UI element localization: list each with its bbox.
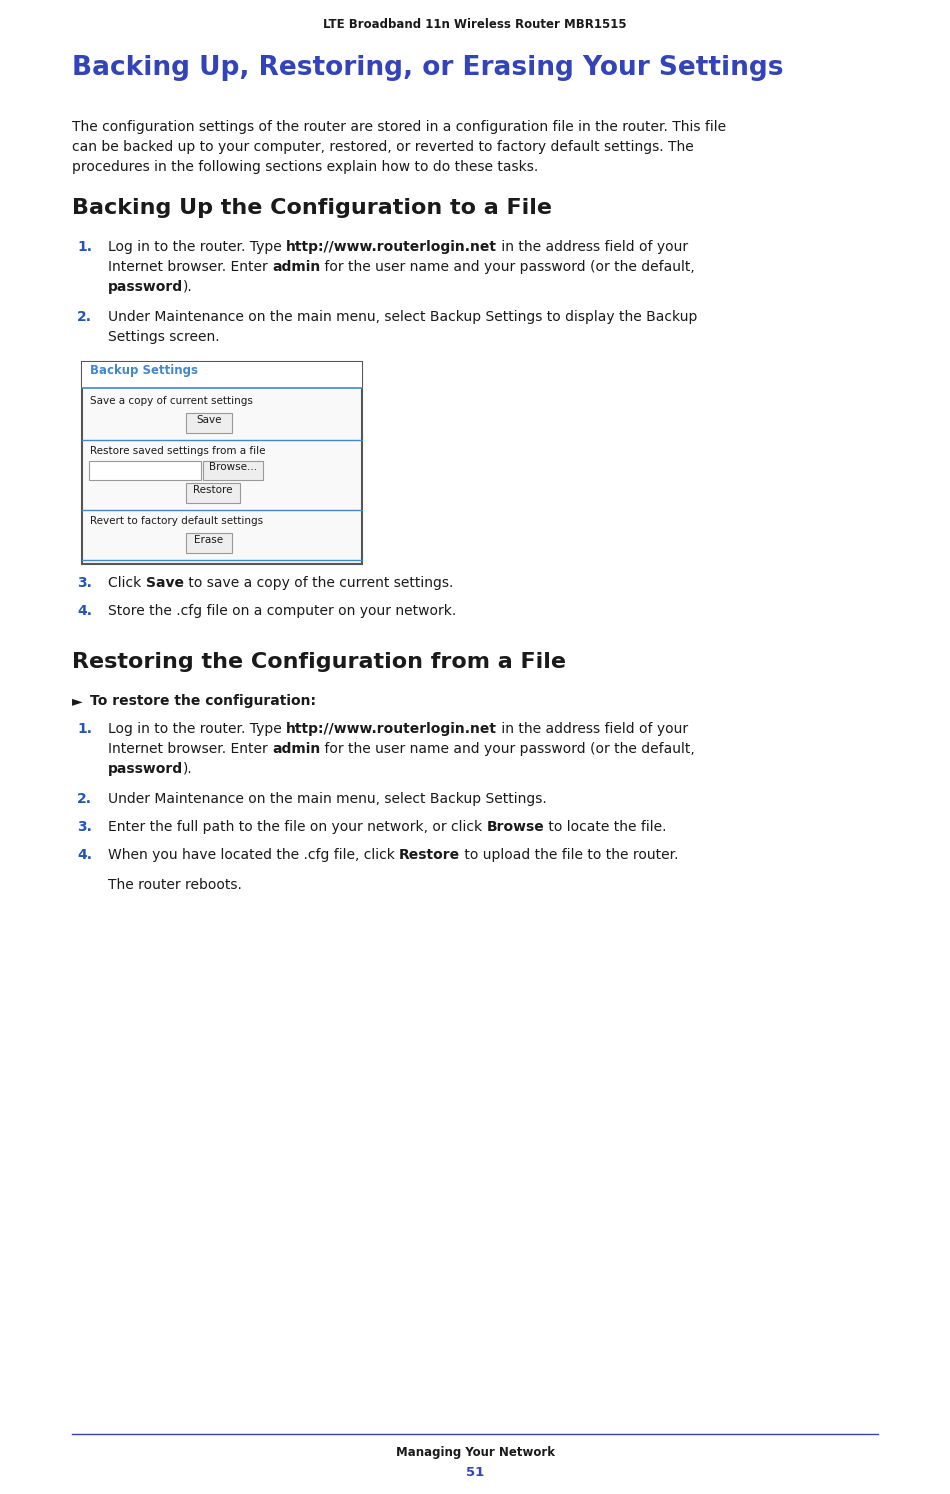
Text: 2.: 2. [77,309,92,324]
Text: for the user name and your password (or the default,: for the user name and your password (or … [320,260,695,273]
Text: Click: Click [108,577,145,590]
Text: Restoring the Configuration from a File: Restoring the Configuration from a File [72,651,566,672]
Text: in the address field of your: in the address field of your [497,241,688,254]
Bar [82,362,362,388]
Text: admin: admin [272,260,320,273]
Text: ►: ► [72,695,83,708]
Text: Log in to the router. Type: Log in to the router. Type [108,241,286,254]
Text: Restore: Restore [193,486,233,495]
Text: Save: Save [197,415,221,424]
Text: admin: admin [272,743,320,756]
Text: Save a copy of current settings: Save a copy of current settings [90,396,253,406]
Text: Log in to the router. Type: Log in to the router. Type [108,722,286,737]
Bar [82,362,362,388]
Text: 1.: 1. [77,722,92,737]
Text: for the user name and your password (or the default,: for the user name and your password (or … [320,743,695,756]
Text: ).: ). [183,762,193,775]
Text: to locate the file.: to locate the file. [544,820,667,834]
Text: in the address field of your: in the address field of your [497,722,688,737]
Text: Store the .cfg file on a computer on your network.: Store the .cfg file on a computer on you… [108,604,456,619]
FancyBboxPatch shape [186,483,240,503]
Text: The configuration settings of the router are stored in a configuration file in t: The configuration settings of the router… [72,120,726,134]
Text: LTE Broadband 11n Wireless Router MBR1515: LTE Broadband 11n Wireless Router MBR151… [323,18,627,31]
Text: When you have located the .cfg file, click: When you have located the .cfg file, cli… [108,849,399,862]
FancyBboxPatch shape [186,533,232,553]
Bar [82,362,362,565]
Text: Internet browser. Enter: Internet browser. Enter [108,260,272,273]
Text: 4.: 4. [77,604,92,619]
Text: 3.: 3. [77,820,92,834]
Text: Internet browser. Enter: Internet browser. Enter [108,743,272,756]
Text: Restore saved settings from a file: Restore saved settings from a file [90,447,265,456]
FancyBboxPatch shape [186,412,232,433]
FancyBboxPatch shape [203,462,263,480]
Text: Backing Up the Configuration to a File: Backing Up the Configuration to a File [72,199,552,218]
Text: 3.: 3. [77,577,92,590]
Text: Enter the full path to the file on your network, or click: Enter the full path to the file on your … [108,820,486,834]
Text: to save a copy of the current settings.: to save a copy of the current settings. [183,577,453,590]
Text: The router reboots.: The router reboots. [108,878,242,892]
Text: password: password [108,279,183,294]
Text: Save: Save [145,577,183,590]
Text: 2.: 2. [77,792,92,805]
Text: to upload the file to the router.: to upload the file to the router. [461,849,679,862]
Text: Managing Your Network: Managing Your Network [395,1446,555,1460]
Text: http://www.routerlogin.net: http://www.routerlogin.net [286,241,497,254]
Text: Under Maintenance on the main menu, select Backup Settings to display the Backup: Under Maintenance on the main menu, sele… [108,309,697,324]
Text: Browse: Browse [486,820,544,834]
Text: ).: ). [183,279,193,294]
Text: Under Maintenance on the main menu, select Backup Settings.: Under Maintenance on the main menu, sele… [108,792,547,805]
Text: 51: 51 [466,1466,484,1479]
Text: Backup Settings: Backup Settings [90,365,198,376]
Text: procedures in the following sections explain how to do these tasks.: procedures in the following sections exp… [72,160,539,173]
Text: Erase: Erase [195,535,223,545]
Text: Backing Up, Restoring, or Erasing Your Settings: Backing Up, Restoring, or Erasing Your S… [72,55,784,81]
Text: Revert to factory default settings: Revert to factory default settings [90,515,263,526]
Text: http://www.routerlogin.net: http://www.routerlogin.net [286,722,497,737]
FancyBboxPatch shape [89,462,201,480]
Text: Restore: Restore [399,849,461,862]
Text: To restore the configuration:: To restore the configuration: [90,695,316,708]
Text: can be backed up to your computer, restored, or reverted to factory default sett: can be backed up to your computer, resto… [72,140,694,154]
Text: Browse...: Browse... [209,462,257,472]
Text: Settings screen.: Settings screen. [108,330,219,344]
Text: password: password [108,762,183,775]
Text: 4.: 4. [77,849,92,862]
Text: 1.: 1. [77,241,92,254]
